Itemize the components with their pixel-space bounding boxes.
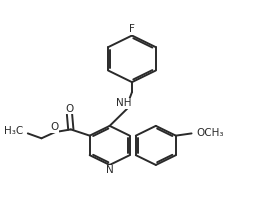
Text: NH: NH (116, 98, 132, 108)
Text: O: O (50, 122, 59, 132)
Text: O: O (65, 104, 74, 114)
Text: OCH₃: OCH₃ (197, 128, 224, 139)
Text: H₃C: H₃C (4, 126, 23, 136)
Text: N: N (106, 165, 113, 175)
Text: F: F (129, 24, 135, 34)
